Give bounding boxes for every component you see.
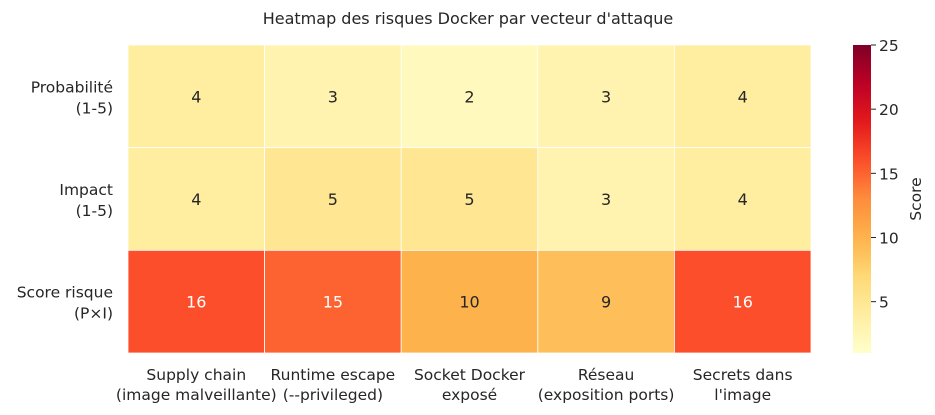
colorbar-label: Score (907, 177, 925, 220)
column-label: Runtime escape (271, 366, 396, 384)
cell-value-label: 4 (738, 87, 748, 106)
column-labels: Supply chain (image malveillante) Runtime … (116, 366, 793, 404)
row-label: Score risque (17, 284, 113, 302)
colorbar-tick-label: 5 (879, 294, 889, 312)
heatmap-cell (264, 44, 402, 149)
cell-value-label: 3 (601, 190, 611, 209)
row-label: (1-5) (76, 99, 113, 117)
heatmap-cell (400, 249, 539, 354)
heatmap-cell (537, 44, 675, 149)
cell-value-label: 15 (323, 293, 343, 312)
cell-value-label: 5 (328, 190, 338, 209)
colorbar-tick-label: 20 (879, 101, 899, 119)
heatmap-cell (674, 249, 812, 354)
column-label: Secrets dans (693, 366, 793, 384)
row-label: Probabilité (31, 78, 113, 96)
cell-value-label: 4 (191, 190, 201, 209)
colorbar-tick-label: 15 (879, 165, 899, 183)
colorbar: 5 10 15 20 25 Score (853, 37, 925, 353)
cell-value-label: 4 (191, 87, 201, 106)
column-label: exposé (442, 386, 497, 404)
cell-value-label: 10 (459, 293, 479, 312)
column-label: (image malveillante) (116, 386, 277, 404)
colorbar-tick-label: 10 (879, 230, 899, 248)
heatmap-cell (674, 147, 812, 251)
row-label: Impact (59, 181, 113, 199)
heatmap-cell (537, 249, 675, 354)
column-label: Supply chain (146, 366, 246, 384)
heatmap-cells: 4 3 2 3 4 4 5 5 3 4 16 15 10 9 16 (127, 44, 812, 354)
column-label: Socket Docker (414, 366, 526, 384)
column-label: (exposition ports) (538, 386, 675, 404)
heatmap-cell (264, 249, 402, 354)
heatmap-cell (127, 147, 266, 251)
row-label: (1-5) (76, 202, 113, 220)
row-labels: Probabilité (1-5) Impact (1-5) Score risque (… (17, 78, 113, 322)
colorbar-tick-label: 25 (879, 37, 899, 55)
heatmap-cell (400, 147, 539, 251)
cell-value-label: 16 (733, 293, 753, 312)
cell-value-label: 4 (738, 190, 748, 209)
heatmap-cell (127, 44, 266, 149)
colorbar-gradient (853, 45, 871, 353)
cell-value-label: 3 (328, 87, 338, 106)
chart-title: Heatmap des risques Docker par vecteur d… (263, 9, 674, 28)
cell-value-label: 16 (186, 293, 206, 312)
column-label: (--privileged) (283, 386, 383, 404)
cell-value-label: 3 (601, 87, 611, 106)
cell-value-label: 5 (464, 190, 474, 209)
heatmap-cell (264, 147, 402, 251)
heatmap-cell (400, 44, 539, 149)
row-label: (P×I) (74, 305, 113, 323)
cell-value-label: 2 (464, 87, 474, 106)
column-label: Réseau (578, 366, 635, 384)
heatmap-cell (674, 44, 812, 149)
column-label: l'image (714, 386, 771, 404)
cell-value-label: 9 (601, 293, 611, 312)
